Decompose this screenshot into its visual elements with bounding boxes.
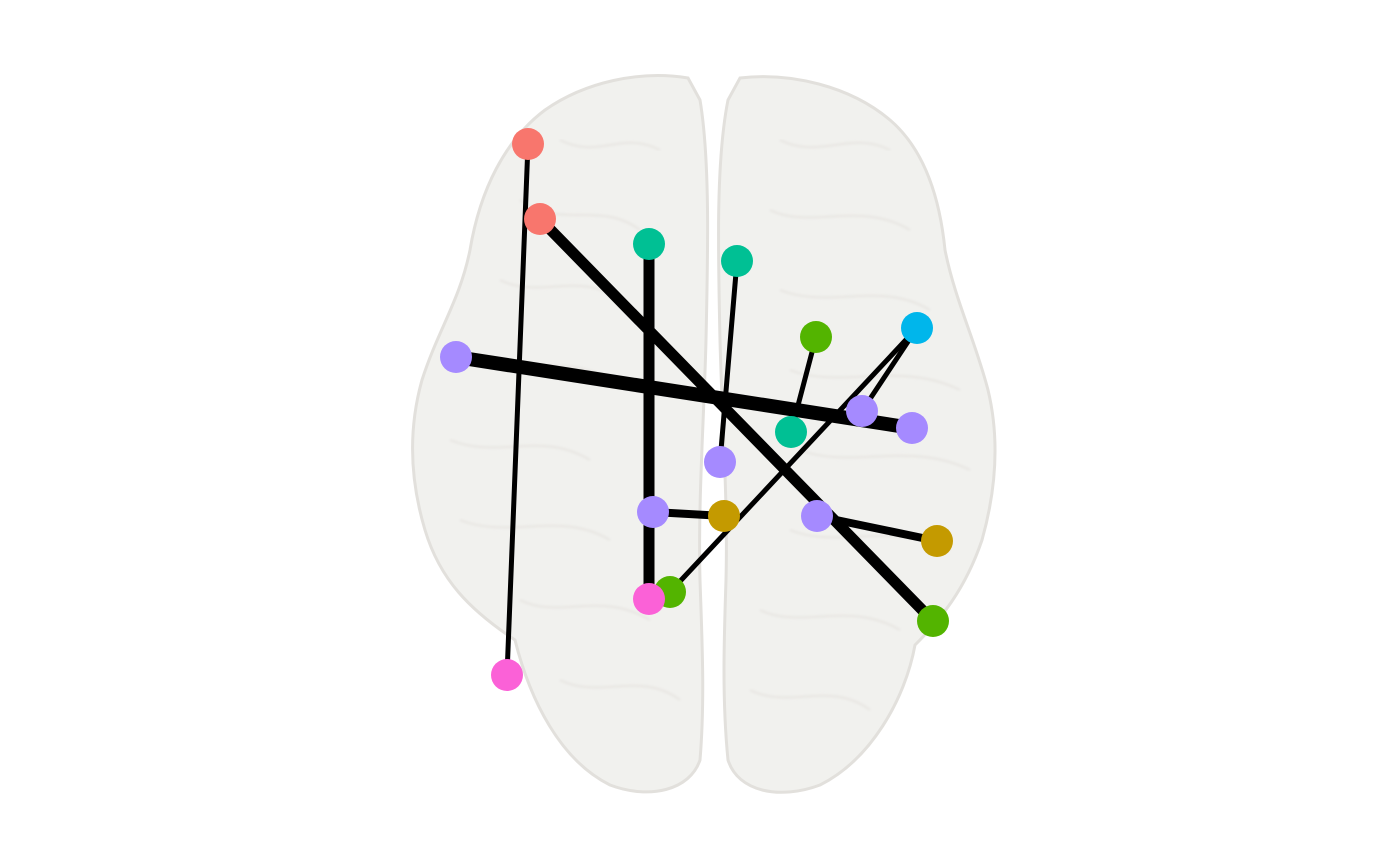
brain-gyrus-fold <box>459 519 611 541</box>
brain-gyrus-fold <box>799 449 971 471</box>
brain-gyrus-fold <box>779 289 931 311</box>
region-node-n10 <box>440 341 472 373</box>
brain-gyrus-fold <box>749 689 871 711</box>
region-node-n5 <box>775 416 807 448</box>
region-node-n15 <box>801 500 833 532</box>
connection-edge-n9-n11 <box>859 325 920 414</box>
brain-gyrus-fold <box>559 139 661 151</box>
region-node-n1 <box>512 128 544 160</box>
region-node-n6 <box>800 321 832 353</box>
region-node-n8 <box>917 605 949 637</box>
region-node-n3 <box>633 228 665 260</box>
region-node-n9 <box>901 312 933 344</box>
brain-gyrus-fold <box>769 209 911 231</box>
region-node-n13 <box>704 446 736 478</box>
region-nodes <box>440 128 953 691</box>
region-node-n16 <box>708 500 740 532</box>
brain-gyrus-fold <box>519 599 651 621</box>
region-node-n12 <box>896 412 928 444</box>
region-node-n14 <box>637 496 669 528</box>
connection-edges <box>449 141 941 678</box>
left-hemisphere <box>411 74 710 794</box>
region-node-n17 <box>921 525 953 557</box>
region-node-n18 <box>633 583 665 615</box>
connection-edge-n9-n7 <box>667 325 920 595</box>
connection-edge-n15-n17 <box>813 512 941 545</box>
brain-gyrus-fold <box>449 439 591 461</box>
region-node-n19 <box>491 659 523 691</box>
right-hemisphere <box>716 75 997 794</box>
region-node-n2 <box>524 203 556 235</box>
connection-edge-n4-n13 <box>717 258 740 465</box>
region-node-n4 <box>721 245 753 277</box>
region-node-n11 <box>846 395 878 427</box>
brain-gyrus-fold <box>559 679 681 701</box>
connection-edge-n2-n8 <box>534 213 939 627</box>
brain-gyrus-fold <box>779 139 891 151</box>
connection-edge-n6-n5 <box>788 334 819 435</box>
brain-gyrus-fold <box>759 609 901 631</box>
connection-edge-n1-n19 <box>504 141 531 678</box>
